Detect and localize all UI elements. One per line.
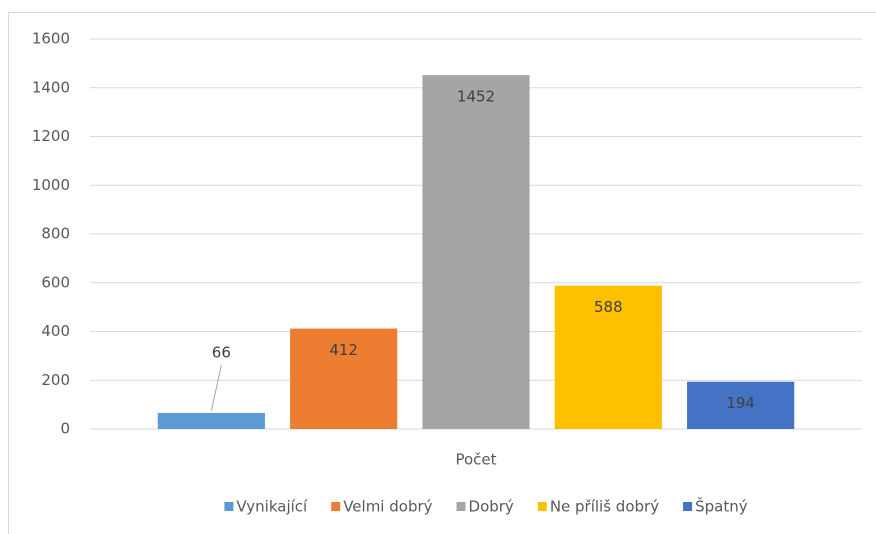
legend-label: Velmi dobrý [343, 498, 432, 516]
y-tick-label: 1000 [32, 176, 70, 194]
x-tick-label: Počet [455, 451, 496, 469]
legend-label: Ne příliš dobrý [550, 498, 659, 516]
legend-label: Dobrý [469, 498, 514, 516]
bar [157, 412, 265, 429]
data-label: 1452 [457, 88, 495, 106]
data-label: 412 [329, 341, 358, 359]
leader-line [210, 364, 222, 412]
y-tick-label: 400 [41, 322, 70, 340]
data-label: 588 [594, 298, 623, 316]
y-tick-label: 600 [41, 273, 70, 291]
y-tick-label: 800 [41, 225, 70, 243]
legend-swatch [456, 502, 466, 511]
y-tick-label: 1600 [32, 30, 70, 48]
y-tick-label: 0 [60, 420, 70, 438]
y-tick-label: 200 [41, 371, 70, 389]
y-tick-label: 1200 [32, 127, 70, 145]
legend-swatch [224, 502, 234, 511]
legend-swatch [537, 502, 547, 511]
bar [290, 328, 398, 429]
bar [687, 381, 795, 429]
data-label: 194 [726, 394, 755, 412]
legend-label: Vynikající [236, 498, 308, 516]
bar [422, 75, 530, 429]
y-tick-label: 1400 [32, 78, 70, 96]
bar [554, 285, 662, 429]
legend-swatch [331, 502, 341, 511]
legend-label: Špatný [695, 497, 748, 516]
data-label: 66 [212, 343, 231, 361]
legend-swatch [683, 502, 693, 511]
